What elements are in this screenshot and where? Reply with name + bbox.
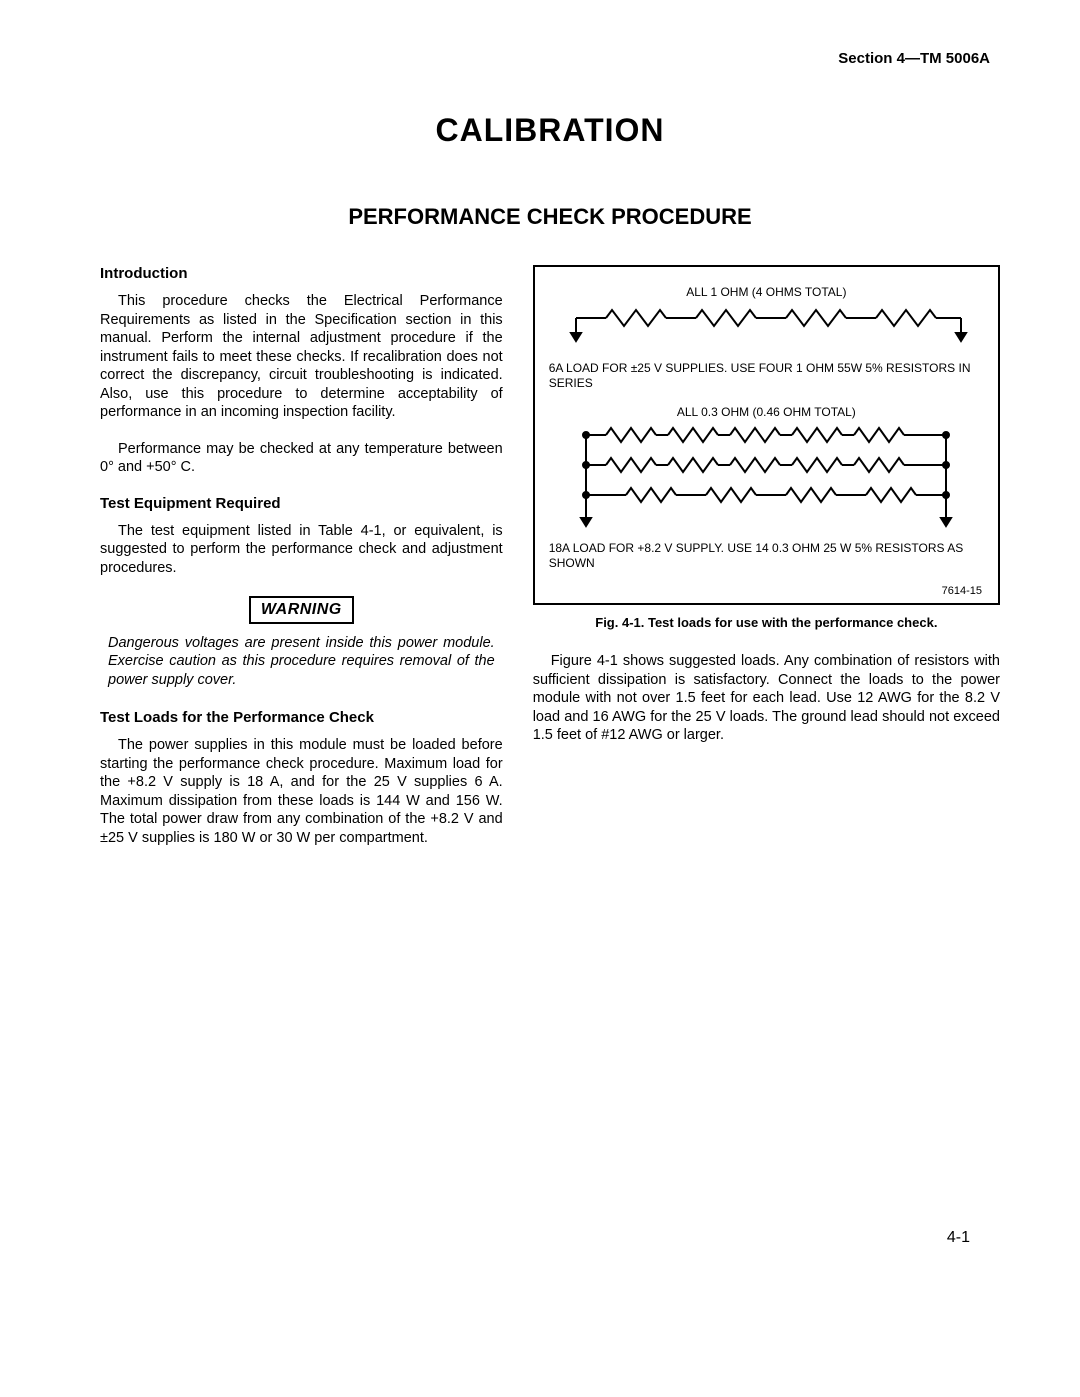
- figure-bot-desc: 18A LOAD FOR +8.2 V SUPPLY. USE 14 0.3 O…: [549, 541, 984, 571]
- right-column: ALL 1 OHM (4 OHMS TOTAL): [533, 265, 1000, 865]
- sub-title: PERFORMANCE CHECK PROCEDURE: [100, 204, 1000, 230]
- figure-top-label: ALL 1 OHM (4 OHMS TOTAL): [545, 285, 988, 299]
- warning-label: WARNING: [249, 596, 354, 624]
- after-figure-paragraph: Figure 4-1 shows suggested loads. Any co…: [533, 652, 1000, 745]
- figure-refnum: 7614-15: [545, 585, 988, 597]
- equipment-heading: Test Equipment Required: [100, 495, 503, 512]
- intro-paragraph-2: Performance may be checked at any temper…: [100, 440, 503, 477]
- schematic-25v-load: [556, 303, 976, 353]
- figure-box: ALL 1 OHM (4 OHMS TOTAL): [533, 265, 1000, 605]
- intro-heading: Introduction: [100, 265, 503, 282]
- section-label: Section 4—TM 5006A: [100, 50, 1000, 67]
- main-title: CALIBRATION: [100, 112, 1000, 149]
- warning-text: Dangerous voltages are present inside th…: [108, 634, 495, 690]
- figure-bot-label: ALL 0.3 OHM (0.46 OHM TOTAL): [545, 405, 988, 419]
- equipment-paragraph: The test equipment listed in Table 4-1, …: [100, 522, 503, 578]
- warning-box-wrap: WARNING: [100, 596, 503, 624]
- figure-caption: Fig. 4-1. Test loads for use with the pe…: [533, 615, 1000, 630]
- loads-heading: Test Loads for the Performance Check: [100, 709, 503, 726]
- intro-paragraph-1: This procedure checks the Electrical Per…: [100, 292, 503, 422]
- schematic-8v-load: [556, 423, 976, 533]
- two-column-layout: Introduction This procedure checks the E…: [100, 265, 1000, 865]
- figure-top-desc: 6A LOAD FOR ±25 V SUPPLIES. USE FOUR 1 O…: [549, 361, 984, 391]
- page: Section 4—TM 5006A CALIBRATION PERFORMAN…: [100, 50, 1000, 865]
- left-column: Introduction This procedure checks the E…: [100, 265, 503, 865]
- loads-paragraph: The power supplies in this module must b…: [100, 736, 503, 847]
- page-number: 4-1: [947, 1229, 970, 1247]
